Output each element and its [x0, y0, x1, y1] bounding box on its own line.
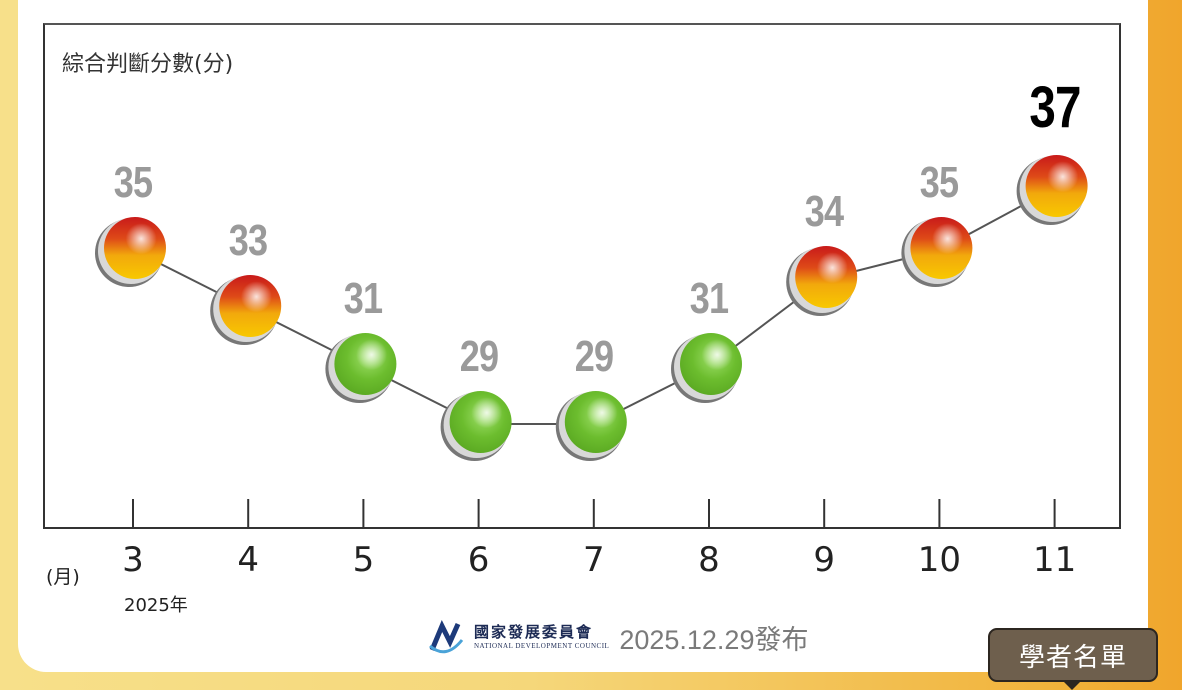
value-label: 29	[459, 332, 498, 381]
x-tick-label: 6	[467, 540, 490, 580]
value-label: 37	[1028, 75, 1081, 140]
y-axis-title: 綜合判斷分數(分)	[62, 52, 234, 77]
value-label: 34	[804, 187, 844, 236]
scholar-list-button[interactable]: 學者名單	[988, 628, 1158, 690]
value-label: 31	[689, 274, 729, 323]
data-point-ball	[555, 391, 627, 461]
data-point-ball	[786, 246, 858, 316]
data-point-ball	[95, 217, 166, 287]
data-point-ball	[671, 333, 742, 403]
data-point-ball	[440, 391, 512, 461]
x-tick-label: 11	[1032, 540, 1077, 580]
value-label: 33	[228, 216, 268, 265]
value-label: 31	[344, 274, 383, 323]
publish-date: 2025.12.29發布	[619, 625, 809, 655]
data-point-ball	[325, 333, 397, 403]
value-label: 29	[574, 332, 614, 381]
x-tick-label: 3	[122, 540, 144, 580]
x-tick-label: 4	[237, 540, 260, 580]
year-label: 2025年	[124, 595, 188, 616]
value-label: 35	[920, 158, 959, 207]
x-tick-label: 8	[698, 540, 720, 580]
ndc-logo-icon	[429, 619, 464, 653]
x-axis-unit: (月)	[46, 566, 80, 588]
data-point-ball	[210, 275, 282, 345]
chart-card	[18, 0, 1148, 672]
plot-area	[43, 23, 1121, 529]
org-name-cn: 國家發展委員會	[474, 623, 594, 641]
org-name-en: NATIONAL DEVELOPMENT COUNCIL	[474, 642, 610, 650]
x-tick-label: 7	[582, 540, 605, 580]
data-point-ball	[901, 217, 973, 287]
footer: 國家發展委員會 NATIONAL DEVELOPMENT COUNCIL 202…	[428, 618, 808, 657]
x-tick-label: 5	[352, 540, 375, 580]
x-tick-label: 10	[917, 540, 962, 580]
x-tick-label: 9	[813, 540, 836, 580]
value-label: 35	[113, 158, 153, 207]
data-point-ball	[1016, 155, 1088, 225]
